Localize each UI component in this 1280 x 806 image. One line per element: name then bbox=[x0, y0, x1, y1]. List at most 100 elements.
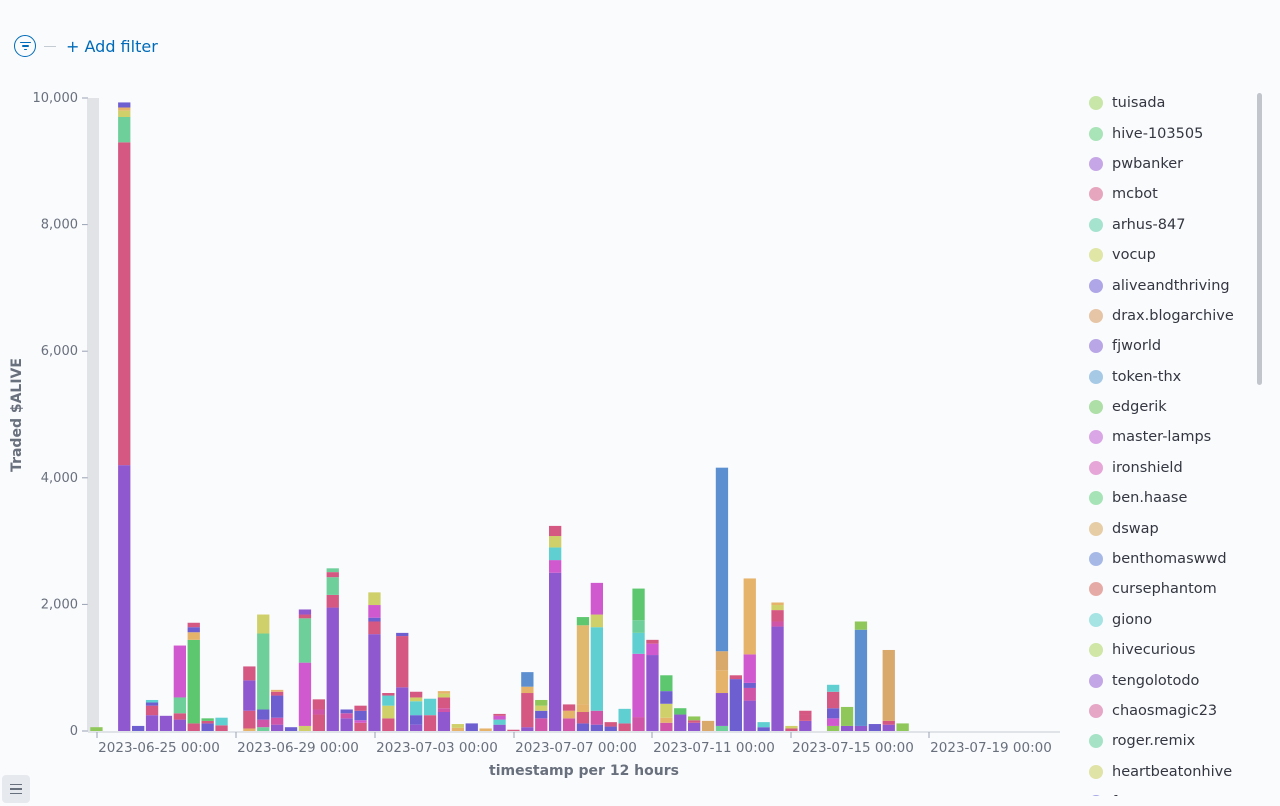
legend-item[interactable]: drax.blogarchive bbox=[1082, 301, 1258, 331]
legend-item[interactable]: aliveandthriving bbox=[1082, 270, 1258, 300]
bar-segment bbox=[549, 560, 562, 573]
bar-segment bbox=[145, 702, 159, 706]
bar-segment bbox=[257, 633, 270, 710]
filter-icon[interactable] bbox=[14, 35, 36, 57]
bar-segment bbox=[590, 582, 603, 615]
bar-segment bbox=[312, 699, 325, 710]
legend-label: master-lamps bbox=[1112, 429, 1212, 446]
legend-swatch bbox=[1089, 734, 1103, 749]
legend-item[interactable]: arhus-847 bbox=[1082, 210, 1258, 240]
bar-segment bbox=[535, 705, 548, 711]
bar-segment bbox=[896, 723, 909, 731]
bar-segment bbox=[771, 610, 784, 622]
bar-segment bbox=[201, 718, 214, 721]
legend-scrollbar[interactable] bbox=[1257, 93, 1262, 385]
legend-item[interactable]: master-lamps bbox=[1082, 422, 1258, 452]
bar-segment bbox=[382, 718, 395, 731]
bar-segment bbox=[521, 672, 534, 687]
legend-swatch bbox=[1089, 187, 1103, 202]
bar-segment bbox=[326, 577, 339, 595]
legend-swatch bbox=[1089, 795, 1103, 796]
bar-segment bbox=[521, 727, 534, 731]
bar-segment bbox=[298, 618, 312, 663]
bar-segment bbox=[187, 723, 200, 731]
bar-segment bbox=[201, 723, 214, 731]
bar-segment bbox=[326, 607, 339, 731]
bar-segment bbox=[493, 719, 506, 725]
add-filter-button[interactable]: + Add filter bbox=[66, 36, 158, 56]
bar-segment bbox=[451, 727, 464, 731]
legend-item[interactable]: hivecurious bbox=[1082, 635, 1258, 665]
bar-segment bbox=[771, 626, 784, 731]
bar-segment bbox=[145, 699, 159, 703]
legend-item[interactable]: ironshield bbox=[1082, 453, 1258, 483]
bar-segment bbox=[437, 712, 451, 731]
legend-item[interactable]: chaosmagic23 bbox=[1082, 696, 1258, 726]
bar-segment bbox=[771, 605, 784, 611]
filter-separator bbox=[44, 45, 56, 47]
legend-item[interactable]: roger.remix bbox=[1082, 726, 1258, 756]
bar-segment bbox=[632, 588, 645, 621]
bar-segment bbox=[187, 632, 200, 640]
bar-segment bbox=[173, 719, 186, 731]
y-tick-label: 4,000 bbox=[41, 471, 78, 486]
legend-label: aliveandthriving bbox=[1112, 277, 1230, 294]
legend-label: tengolotodo bbox=[1112, 672, 1200, 689]
legend-label: chaosmagic23 bbox=[1112, 703, 1218, 719]
x-tick-label: 2023-07-15 00:00 bbox=[792, 740, 914, 756]
bar-segment bbox=[576, 723, 590, 731]
bar-segment bbox=[312, 714, 325, 731]
legend-item[interactable]: cursephantom bbox=[1082, 574, 1258, 604]
bar-segment bbox=[549, 525, 562, 537]
bar-segment bbox=[715, 725, 729, 731]
filter-bar: + Add filter bbox=[14, 34, 158, 58]
legend-item[interactable]: giono bbox=[1082, 605, 1258, 635]
bar-segment bbox=[701, 720, 715, 731]
legend-item[interactable]: pwbanker bbox=[1082, 149, 1258, 179]
bar-segment bbox=[118, 142, 131, 466]
legend-item[interactable]: heartbeatonhive bbox=[1082, 757, 1258, 787]
bar-segment bbox=[396, 687, 409, 731]
bar-segment bbox=[646, 655, 659, 731]
bar-segment bbox=[493, 715, 506, 720]
bar-segment bbox=[785, 725, 798, 729]
bar-segment bbox=[243, 728, 256, 731]
legend-item[interactable]: ben.haase bbox=[1082, 483, 1258, 513]
bar-segment bbox=[326, 568, 339, 573]
legend-item[interactable]: f... bbox=[1082, 787, 1258, 796]
bar-segment bbox=[799, 720, 812, 731]
legend-item[interactable]: fjworld bbox=[1082, 331, 1258, 361]
bar-segment bbox=[549, 536, 562, 548]
bar-segment bbox=[535, 710, 548, 719]
bar-segment bbox=[827, 718, 840, 726]
legend-label: fjworld bbox=[1112, 338, 1162, 355]
legend-item[interactable]: mcbot bbox=[1082, 179, 1258, 209]
bar-segment bbox=[368, 592, 381, 606]
bar-segment bbox=[257, 727, 270, 731]
bar-segment bbox=[618, 708, 631, 724]
bar-segment bbox=[118, 116, 131, 143]
bar-segment bbox=[743, 578, 756, 655]
x-tick-label: 2023-06-29 00:00 bbox=[237, 740, 359, 756]
bar-segment bbox=[451, 724, 464, 728]
legend-item[interactable]: token-thx bbox=[1082, 362, 1258, 392]
legend-item[interactable]: dswap bbox=[1082, 513, 1258, 543]
legend-label: hivecurious bbox=[1112, 642, 1196, 659]
bar-segment bbox=[688, 722, 701, 731]
bar-segment bbox=[576, 625, 590, 705]
bar-segment bbox=[799, 714, 812, 721]
legend-item[interactable]: vocup bbox=[1082, 240, 1258, 270]
legend-item[interactable]: hive-103505 bbox=[1082, 118, 1258, 148]
bar-segment bbox=[562, 718, 576, 731]
legend-item[interactable]: tengolotodo bbox=[1082, 665, 1258, 695]
legend-item[interactable]: tuisada bbox=[1082, 88, 1258, 118]
bar-segment bbox=[368, 617, 381, 622]
list-toggle-button[interactable] bbox=[2, 775, 30, 803]
legend-item[interactable]: edgerik bbox=[1082, 392, 1258, 422]
legend-item[interactable]: benthomaswwd bbox=[1082, 544, 1258, 574]
bar-segment bbox=[562, 710, 576, 719]
bar-segment bbox=[576, 617, 590, 626]
bar-segment bbox=[521, 686, 534, 694]
bar-segment bbox=[840, 706, 854, 726]
bar-segment bbox=[187, 627, 200, 633]
